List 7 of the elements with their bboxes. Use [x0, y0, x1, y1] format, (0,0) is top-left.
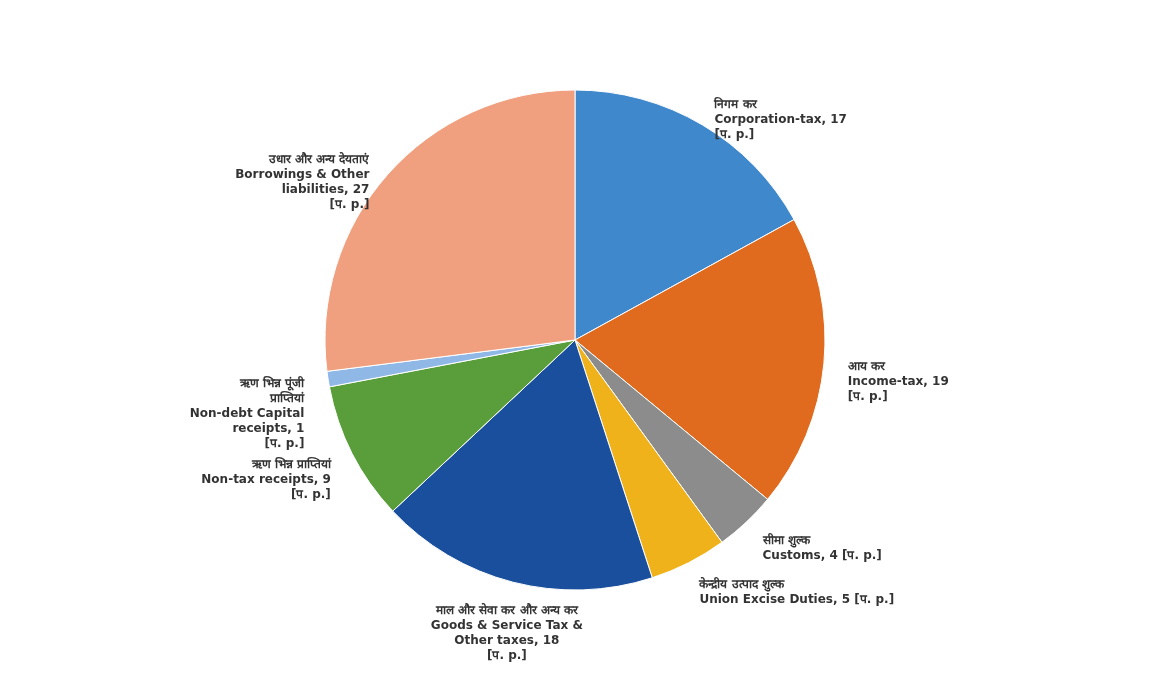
slice-label: ऋण भिन्न प्राप्तियां Non-tax receipts, 9 [प. p.] — [201, 457, 332, 502]
slice-label: माल और सेवा कर और अन्य कर Goods & Service Tax & Other taxes, 18 [प. p.] — [430, 603, 583, 663]
slice-label: ऋण भिन्न पूंजी प्राप्तियां Non-debt Capital receipts, 1 [प. p.] — [189, 375, 306, 450]
slice-label: आय कर Income-tax, 19 [प. p.] — [847, 358, 949, 403]
slice-label: केन्द्रीय उत्पाद शुल्क Union Excise Duties, 5 [प. p.] — [698, 577, 895, 607]
slice-label: निगम कर Corporation-tax, 17 [प. p.] — [713, 97, 847, 142]
slice-label: सीमा शुल्क Customs, 4 [प. p.] — [761, 532, 882, 562]
